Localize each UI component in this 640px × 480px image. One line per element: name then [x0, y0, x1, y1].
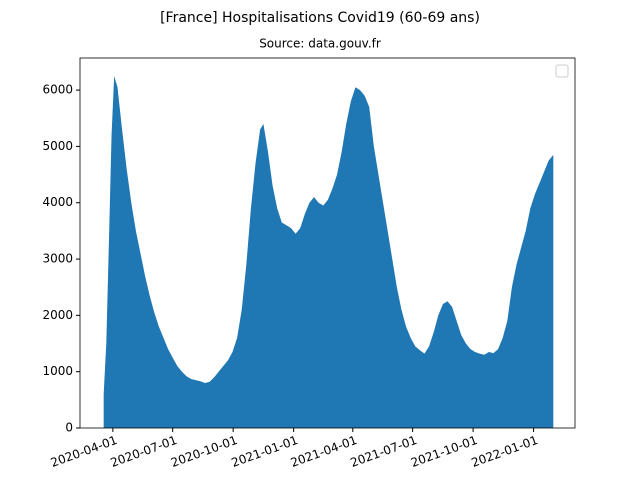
x-tick-label: 2021-10-01: [409, 433, 479, 470]
y-tick-label: 1000: [42, 364, 73, 378]
x-tick-label: 2021-07-01: [349, 433, 419, 470]
chart-subtitle: Source: data.gouv.fr: [259, 37, 381, 51]
y-tick-label: 2000: [42, 308, 73, 322]
x-tick-label: 2022-01-01: [469, 433, 539, 470]
chart-title: [France] Hospitalisations Covid19 (60-69…: [160, 10, 480, 26]
y-tick-label: 6000: [42, 83, 73, 97]
x-tick-label: 2020-04-01: [49, 433, 119, 470]
legend: [555, 64, 569, 78]
y-tick-label: 4000: [42, 195, 73, 209]
x-tick-label: 2020-07-01: [109, 433, 179, 470]
y-tick-label: 3000: [42, 252, 73, 266]
x-tick-label: 2021-01-01: [230, 433, 300, 470]
y-tick-label: 5000: [42, 139, 73, 153]
x-tick-label: 2020-10-01: [169, 433, 239, 470]
axes-frame: [79, 57, 576, 429]
x-tick-label: 2021-04-01: [289, 433, 359, 470]
area: [103, 76, 554, 429]
y-tick-label: 0: [65, 421, 73, 435]
